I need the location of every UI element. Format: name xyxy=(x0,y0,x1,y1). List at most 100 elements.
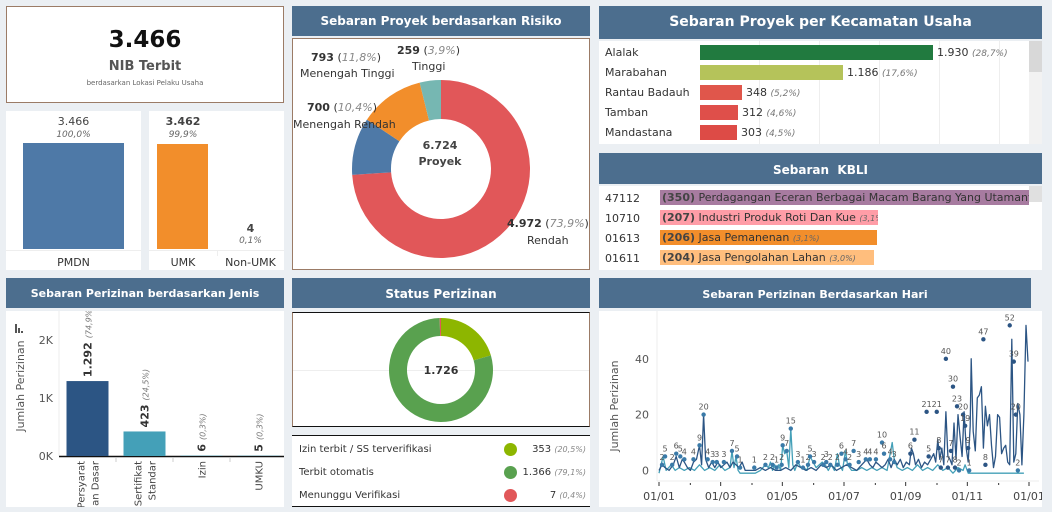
jenis-category-label: UMKU xyxy=(255,461,266,491)
kecamatan-value: 312 (4,6%) xyxy=(742,106,797,119)
harian-data-point xyxy=(678,454,683,459)
pmdn-panel: 3.466 100,0% PMDN xyxy=(6,111,141,270)
harian-data-point xyxy=(938,465,944,470)
harian-data-label: 2 xyxy=(957,458,962,467)
harian-data-label: 9 xyxy=(697,433,702,442)
harian-data-point xyxy=(950,384,956,389)
harian-data-point xyxy=(867,457,873,462)
harian-data-point xyxy=(952,465,958,470)
kbli-scroll-thumb[interactable] xyxy=(1029,186,1042,202)
kecamatan-bar[interactable] xyxy=(700,85,742,100)
harian-data-label: 3 xyxy=(795,450,800,459)
harian-series-light[interactable] xyxy=(658,427,1024,474)
risk-segment-menengah-rendah[interactable] xyxy=(352,119,400,175)
harian-data-label: 2 xyxy=(670,453,675,462)
harian-data-label: 6 xyxy=(839,442,844,451)
harian-data-label: 8 xyxy=(952,456,957,465)
kecamatan-header: Sebaran Proyek per Kecamatan Usaha xyxy=(599,6,1042,39)
harian-data-point xyxy=(805,462,811,468)
jenis-value-label: 6(0,3%) xyxy=(196,413,209,451)
harian-data-point xyxy=(795,459,801,465)
kbli-scrollbar[interactable] xyxy=(1029,186,1042,270)
nib-total-value: 3.466 xyxy=(108,27,182,53)
harian-data-label: 1 xyxy=(752,456,757,465)
harian-data-point xyxy=(828,462,833,468)
kecamatan-title: Sebaran Proyek per Kecamatan Usaha xyxy=(669,14,972,30)
jenis-header: Sebaran Perizinan berdasarkan Jenis xyxy=(6,278,284,308)
status-segment[interactable] xyxy=(441,318,491,361)
harian-data-label: 3 xyxy=(824,450,829,459)
harian-data-point xyxy=(962,423,968,428)
risk-mt-value: 793 xyxy=(311,51,334,64)
kecamatan-label: Marabahan xyxy=(605,66,667,79)
risk-mr-value: 700 xyxy=(307,101,330,114)
harian-data-label: 4 xyxy=(691,447,696,456)
harian-data-point xyxy=(752,465,757,470)
risk-header: Sebaran Proyek berdasarkan Risiko xyxy=(292,6,590,36)
kecamatan-bar[interactable] xyxy=(700,105,738,120)
harian-minor-tick xyxy=(874,483,876,485)
harian-minor-tick xyxy=(998,483,1000,485)
harian-data-point xyxy=(734,454,740,459)
kbli-bar[interactable]: (207) Industri Produk Roti Dan Kue (3,1%… xyxy=(660,210,878,225)
kecamatan-scrollbar[interactable] xyxy=(1029,41,1042,144)
harian-data-point xyxy=(873,457,879,462)
kbli-bar[interactable]: (206) Jasa Pemanenan (3,1%) xyxy=(660,230,877,245)
harian-data-label: 11 xyxy=(909,428,919,437)
jenis-y-tick: 1K xyxy=(39,392,54,405)
status-segment[interactable] xyxy=(439,318,441,337)
jenis-category-label: Standar xyxy=(148,460,159,500)
status-legend-name: Menunggu Verifikasi xyxy=(299,490,401,501)
harian-data-point xyxy=(1013,412,1019,417)
harian-data-label: 5 xyxy=(735,444,740,453)
pmdn-label: PMDN xyxy=(57,256,90,269)
harian-data-label: 2 xyxy=(847,453,852,462)
harian-data-point xyxy=(936,445,941,451)
harian-data-point xyxy=(669,462,675,468)
status-legend-row[interactable]: Menunggu Verifikasi 7 (0,4%) xyxy=(292,485,590,507)
harian-data-label: 2 xyxy=(805,453,810,462)
axis-divider xyxy=(149,250,284,251)
status-header: Status Perizinan xyxy=(292,278,590,308)
risk-t-value: 259 xyxy=(397,44,420,57)
harian-data-point xyxy=(737,465,743,470)
nib-label: NIB Terbit xyxy=(108,59,182,74)
risk-segment-tinggi[interactable] xyxy=(419,80,441,121)
harian-data-point xyxy=(847,462,852,468)
status-legend-row[interactable]: Izin terbit / SS terverifikasi 353 (20,5%… xyxy=(292,439,590,461)
harian-line-chart: Jumlah Perizinan 0 20 40 01/01 01/03 01/05 01/0… xyxy=(608,311,1042,503)
harian-y-tick: 20 xyxy=(635,409,649,422)
pmdn-bar[interactable] xyxy=(23,143,124,249)
status-legend-row[interactable]: Terbit otomatis 1.366 (79,1%) xyxy=(292,462,590,484)
kbli-bar[interactable]: (350) Perdagangan Eceran Berbagai Macam … xyxy=(660,190,1030,205)
harian-data-point xyxy=(891,459,897,465)
risk-name-tinggi: Tinggi xyxy=(412,60,446,73)
jenis-value-label: 5(0,3%) xyxy=(253,413,266,451)
status-segment[interactable] xyxy=(389,318,493,422)
kbli-bar[interactable]: (204) Jasa Pengolahan Lahan (3,0%) xyxy=(660,250,874,265)
harian-data-label: 7 xyxy=(851,439,856,448)
risk-segment-menengah-tinggi[interactable] xyxy=(366,82,430,142)
harian-data-label: 20 xyxy=(958,403,968,412)
harian-data-point xyxy=(763,462,768,468)
status-title: Status Perizinan xyxy=(385,287,497,301)
kecamatan-bar[interactable] xyxy=(700,125,737,140)
harian-data-label: 3 xyxy=(856,450,861,459)
status-legend-value: 7 (0,4%) xyxy=(549,490,586,501)
harian-data-point xyxy=(770,462,775,468)
risk-center-value: 6.724 xyxy=(422,139,458,152)
jenis-bar[interactable] xyxy=(66,381,109,456)
kbli-code: 47112 xyxy=(605,192,640,205)
jenis-bar[interactable] xyxy=(123,431,166,456)
kbli-code: 01613 xyxy=(605,232,640,245)
kecamatan-bar[interactable] xyxy=(700,45,933,60)
umk-bar[interactable] xyxy=(157,144,208,249)
nib-kpi-card: 3.466 NIB Terbit berdasarkan Lokasi Pela… xyxy=(6,6,284,103)
kecamatan-scroll-thumb[interactable] xyxy=(1029,41,1042,72)
nib-sublabel: berdasarkan Lokasi Pelaku Usaha xyxy=(86,79,204,87)
kecamatan-bar[interactable] xyxy=(700,65,843,80)
harian-data-point xyxy=(784,448,789,454)
risk-segment-rendah[interactable] xyxy=(352,80,530,258)
harian-x-tick-label: 01/07 xyxy=(828,490,860,503)
harian-data-label: 7 xyxy=(945,456,950,465)
